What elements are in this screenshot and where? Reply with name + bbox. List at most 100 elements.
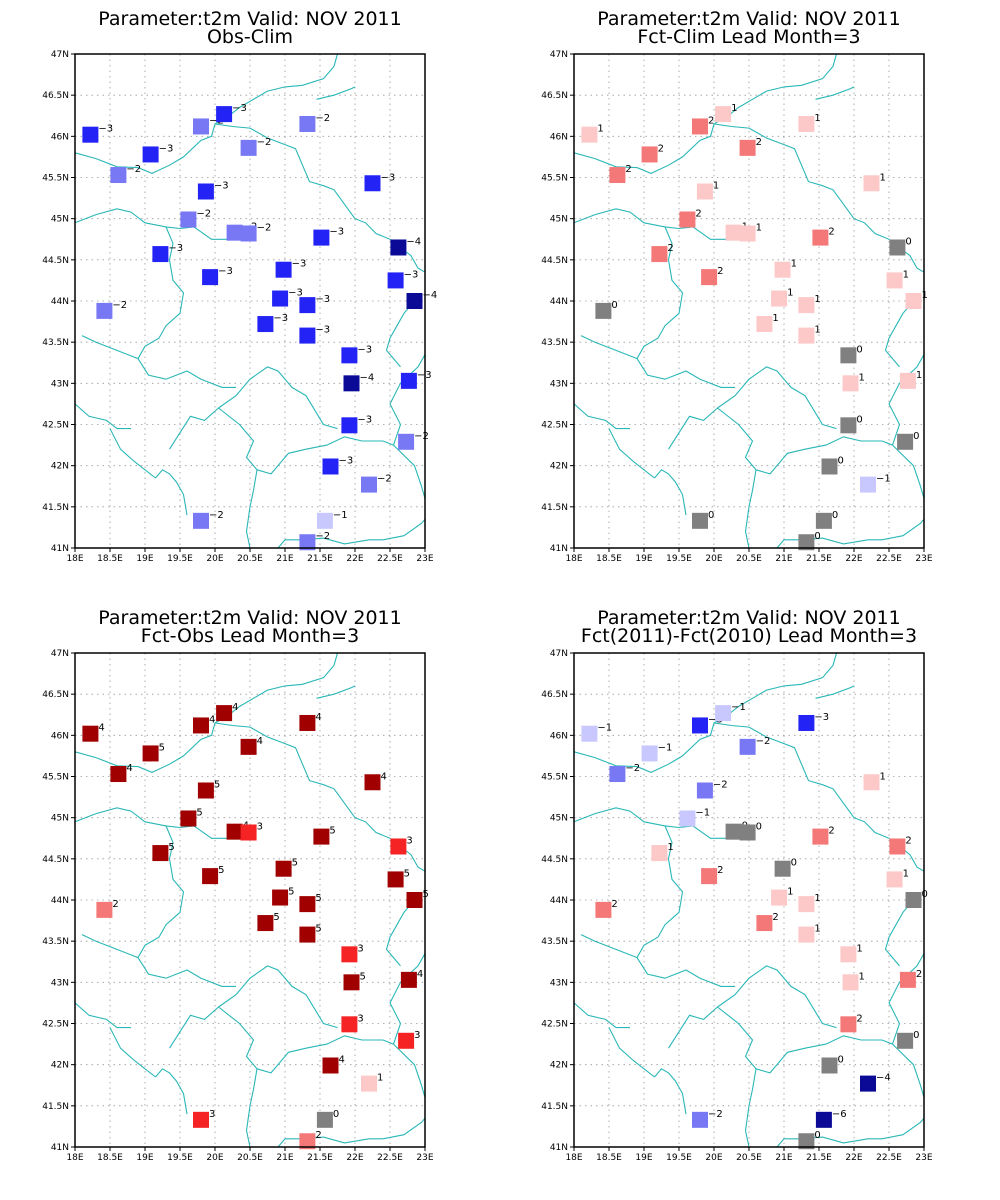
station-marker	[905, 892, 922, 908]
station-marker	[798, 1133, 815, 1150]
lon-tick-label: 18.5E	[596, 554, 622, 564]
station-value-label: −2	[257, 222, 272, 233]
coastline	[137, 226, 185, 359]
station-marker	[96, 901, 113, 918]
station-value-label: 1	[772, 313, 778, 324]
station-value-label: −3	[339, 455, 354, 466]
station-value-label: −3	[214, 180, 229, 191]
lat-tick-label: 46.5N	[42, 690, 69, 700]
lon-tick-label: 22.5E	[377, 1153, 403, 1163]
lon-tick-label: 18E	[66, 1153, 83, 1163]
lat-tick-label: 44.5N	[42, 256, 69, 266]
coastline-layer	[573, 53, 925, 549]
station-value-label: 2	[667, 243, 673, 254]
station-value-label: −2	[315, 113, 330, 124]
coastline	[717, 407, 757, 549]
lat-tick-label: 43.5N	[541, 338, 568, 348]
coastline	[888, 953, 925, 1045]
lat-tick-label: 43N	[550, 379, 568, 389]
coastline	[573, 208, 732, 240]
station-marker	[641, 745, 658, 762]
station-value-label: 0	[708, 510, 714, 521]
coastline	[109, 1027, 156, 1078]
coastline	[316, 685, 356, 699]
lon-tick-label: 21E	[775, 1153, 792, 1163]
lat-tick-label: 42N	[51, 1061, 69, 1071]
station-marker	[216, 106, 233, 123]
lon-tick-label: 22.5E	[876, 1153, 902, 1163]
lat-tick-label: 41N	[51, 544, 69, 554]
lat-tick-label: 46N	[51, 731, 69, 741]
station-marker	[774, 261, 791, 278]
station-value-label: 1	[814, 113, 820, 124]
station-marker	[152, 246, 169, 263]
lat-tick-label: 44.5N	[541, 256, 568, 266]
station-value-label: −3	[168, 243, 183, 254]
station-value-label: 1	[791, 259, 797, 270]
station-value-label: 3	[357, 943, 363, 954]
coastline	[755, 1035, 893, 1074]
lat-tick-label: 45.5N	[541, 174, 568, 184]
station-value-label: 1	[787, 288, 793, 299]
station-marker	[701, 868, 718, 885]
station-marker	[798, 115, 815, 132]
lon-tick-label: 21E	[775, 554, 792, 564]
lat-tick-label: 43N	[550, 978, 568, 988]
coastline	[573, 1002, 630, 1029]
coastline	[654, 1068, 687, 1115]
station-value-label: −2	[756, 736, 771, 747]
lat-tick-label: 46.5N	[541, 91, 568, 101]
station-marker	[299, 714, 316, 731]
lon-tick-label: 20.5E	[736, 554, 762, 564]
station-marker	[863, 175, 880, 192]
station-value-label: 2	[717, 865, 723, 876]
station-value-label: −4	[876, 1073, 891, 1084]
station-value-label: 0	[814, 1130, 820, 1141]
station-marker	[390, 239, 407, 256]
station-marker	[202, 868, 219, 885]
station-value-label: −3	[315, 294, 330, 305]
panel-fct-clim: Parameter:t2m Valid: NOV 2011 Fct-Clim L…	[541, 8, 933, 564]
coastline	[892, 1043, 925, 1098]
station-value-label: 0	[832, 510, 838, 521]
station-value-label: 2	[905, 835, 911, 846]
station-value-label: −2	[377, 474, 392, 485]
station-marker	[361, 1075, 377, 1092]
lat-tick-label: 44N	[51, 297, 69, 307]
station-marker	[406, 892, 423, 908]
station-value-label: 5	[168, 842, 174, 853]
station-marker	[343, 375, 360, 392]
coastline	[573, 403, 630, 430]
station-value-label: 3	[406, 835, 412, 846]
lat-tick-label: 47N	[550, 50, 568, 60]
lat-tick-label: 42.5N	[541, 1020, 568, 1030]
station-value-label: 2	[856, 1013, 862, 1024]
station-marker	[406, 293, 423, 309]
station-marker	[240, 225, 257, 242]
station-marker	[216, 705, 233, 722]
station-marker	[299, 896, 316, 913]
station-value-label: −2	[209, 510, 224, 521]
lon-tick-label: 20E	[705, 554, 722, 564]
coastline	[755, 436, 893, 475]
station-marker	[905, 293, 922, 309]
station-marker	[812, 828, 829, 845]
lat-tick-label: 42.5N	[42, 421, 69, 431]
station-value-label: −2	[112, 300, 127, 311]
station-marker	[202, 269, 219, 286]
station-marker	[193, 717, 209, 734]
station-marker	[679, 810, 696, 827]
station-value-label: 2	[828, 227, 834, 238]
station-value-label: −3	[288, 288, 303, 299]
station-marker	[715, 705, 732, 722]
station-value-label: 0	[856, 414, 862, 425]
station-marker	[322, 1057, 339, 1074]
lat-tick-label: 41N	[550, 544, 568, 554]
station-marker	[341, 1016, 358, 1033]
panel-fct-obs: Parameter:t2m Valid: NOV 2011 Fct-Obs Le…	[42, 607, 434, 1163]
station-value-label: 1	[377, 1073, 383, 1084]
lon-tick-label: 19.5E	[167, 554, 193, 564]
coastline	[888, 354, 925, 446]
station-marker	[815, 512, 832, 529]
station-marker	[840, 946, 857, 963]
